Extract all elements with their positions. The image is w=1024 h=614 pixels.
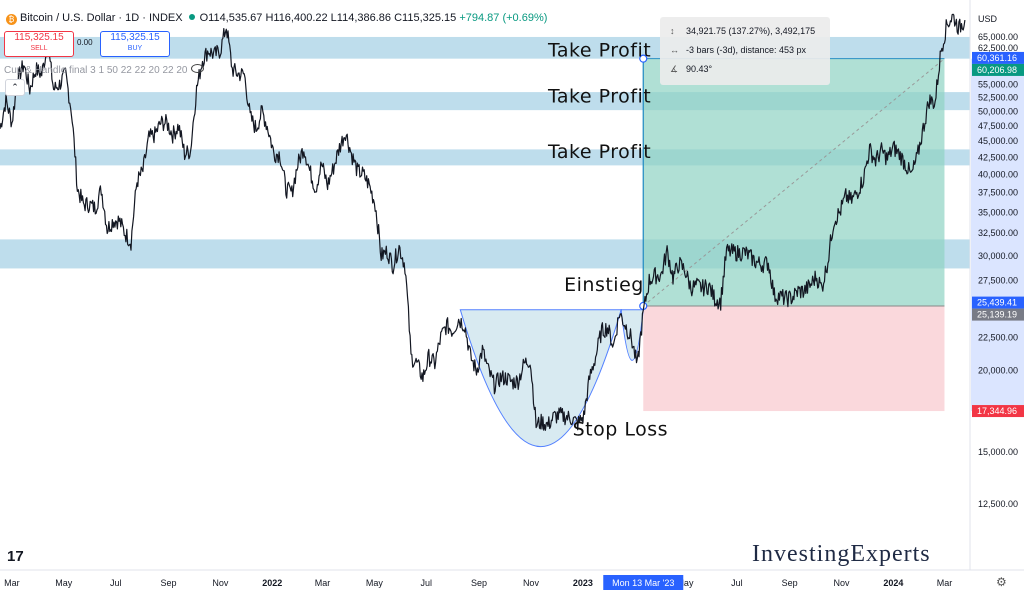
x-tick-label: Mar bbox=[4, 578, 20, 588]
bitcoin-icon: ₿ bbox=[6, 14, 17, 25]
measure-bars: -3 bars (-3d), distance: 453 px bbox=[686, 45, 807, 55]
measure-handle bbox=[639, 54, 648, 63]
symbol-title[interactable]: Bitcoin / U.S. Dollar · 1D · INDEX bbox=[20, 12, 183, 24]
y-tick-label: 12,500.00 bbox=[978, 499, 1018, 509]
axis-range-highlight bbox=[971, 58, 1024, 412]
stop-loss-zone bbox=[643, 305, 945, 412]
target-diagonal bbox=[642, 58, 945, 307]
indicator-label: Cup & Handle final 3 1 50 22 22 20 22 20 bbox=[4, 65, 188, 76]
measure-angle-row: ∡ 90.43° bbox=[670, 64, 712, 75]
bar-range-icon: ↔ bbox=[670, 45, 679, 55]
annotation-label: Einstieg bbox=[564, 274, 644, 296]
y-tick-label: 15,000.00 bbox=[978, 447, 1018, 457]
price-label: 25,439.41 bbox=[977, 298, 1017, 308]
brand-logo: InvestingExperts bbox=[752, 541, 931, 567]
price-label: 25,139.19 bbox=[977, 310, 1017, 320]
x-tick-label: May bbox=[55, 578, 73, 588]
y-tick-label: 45,000.00 bbox=[978, 136, 1018, 146]
x-tick-label: Mar bbox=[315, 578, 331, 588]
y-tick-label: 50,000.00 bbox=[978, 106, 1018, 116]
x-tick-label: Sep bbox=[471, 578, 487, 588]
buy-button[interactable]: 115,325.15 BUY bbox=[100, 31, 170, 57]
market-status-icon bbox=[188, 14, 195, 20]
x-tick-label: May bbox=[366, 578, 384, 588]
cup-pattern bbox=[459, 309, 622, 447]
x-tick-label: Jul bbox=[731, 578, 743, 588]
buy-label: BUY bbox=[127, 45, 143, 52]
buy-price: 115,325.15 bbox=[110, 32, 160, 43]
measure-angle: 90.43° bbox=[686, 64, 713, 74]
y-tick-label: 35,000.00 bbox=[978, 207, 1018, 217]
x-tick-label: 2022 bbox=[262, 578, 282, 588]
annotation-label: Take Profit bbox=[547, 141, 651, 163]
y-tick-label: 20,000.00 bbox=[978, 366, 1018, 376]
price-change: +794.87 (+0.69%) bbox=[459, 12, 548, 24]
sell-price: 115,325.15 bbox=[14, 32, 64, 43]
annotation-label: Take Profit bbox=[547, 39, 651, 61]
y-tick-label: 65,000.00 bbox=[978, 32, 1018, 42]
x-tick-label: 2024 bbox=[883, 578, 903, 588]
tradingview-logo[interactable]: 17 bbox=[7, 548, 24, 565]
x-tick-label: Jul bbox=[421, 578, 433, 588]
y-tick-label: 27,500.00 bbox=[978, 276, 1018, 286]
ohlc-values: O114,535.67 H116,400.22 L114,386.86 C115… bbox=[199, 12, 457, 24]
x-tick-label: 2023 bbox=[573, 578, 593, 588]
measure-price-range: 34,921.75 (137.27%), 3,492,175 bbox=[686, 26, 816, 36]
x-tick-label: Jul bbox=[110, 578, 122, 588]
x-tick-label: Mar bbox=[937, 578, 953, 588]
y-tick-label: 47,500.00 bbox=[978, 121, 1018, 131]
gear-icon[interactable]: ⚙ bbox=[996, 575, 1007, 589]
price-label: 60,206.98 bbox=[977, 65, 1017, 75]
symbol-header: ₿ Bitcoin / U.S. Dollar · 1D · INDEX O114,… bbox=[6, 12, 547, 25]
x-tick-label: Nov bbox=[212, 578, 229, 588]
y-tick-label: 52,500.00 bbox=[978, 92, 1018, 102]
price-label-bg bbox=[972, 308, 1024, 321]
measure-bars-row: ↔ -3 bars (-3d), distance: 453 px bbox=[670, 45, 806, 55]
y-tick-label: 55,000.00 bbox=[978, 79, 1018, 89]
x-tick-label: Sep bbox=[160, 578, 176, 588]
sell-label: SELL bbox=[30, 45, 48, 52]
measure-price-row: ↕ 34,921.75 (137.27%), 3,492,175 bbox=[670, 26, 815, 36]
price-label-bg bbox=[972, 51, 1024, 64]
annotation-label: Stop Loss bbox=[573, 419, 668, 441]
currency-label[interactable]: USD bbox=[978, 14, 998, 24]
annotation-label: Take Profit bbox=[547, 85, 651, 107]
price-range-icon: ↕ bbox=[670, 26, 675, 36]
cursor-date-label: Mon 13 Mar '23 bbox=[612, 578, 674, 588]
price-series bbox=[0, 13, 966, 431]
y-tick-label: 30,000.00 bbox=[978, 251, 1018, 261]
x-tick-label: Nov bbox=[523, 578, 540, 588]
y-tick-label: 42,500.00 bbox=[978, 152, 1018, 162]
y-tick-label: 32,500.00 bbox=[978, 228, 1018, 238]
sell-button[interactable]: 115,325.15 SELL bbox=[4, 31, 74, 57]
y-tick-label: 22,500.00 bbox=[978, 332, 1018, 342]
collapse-button[interactable]: ⌃ bbox=[5, 79, 25, 96]
measure-tooltip: ↕ 34,921.75 (137.27%), 3,492,175 ↔ -3 bars… bbox=[660, 17, 830, 85]
cursor-date-bg bbox=[603, 575, 684, 590]
y-tick-label: 37,500.00 bbox=[978, 188, 1018, 198]
y-tick-label: 62,500.00 bbox=[978, 43, 1018, 53]
spread-value: 0.00 bbox=[77, 38, 93, 47]
angle-icon: ∡ bbox=[670, 64, 679, 74]
price-label: 17,344.96 bbox=[977, 406, 1017, 416]
price-label-bg bbox=[972, 63, 1024, 76]
price-label-bg bbox=[972, 405, 1024, 418]
price-label: 60,361.16 bbox=[977, 53, 1017, 63]
indicator-legend[interactable]: Cup & Handle final 3 1 50 22 22 20 22 20 bbox=[4, 64, 205, 76]
x-tick-label: Sep bbox=[782, 578, 798, 588]
x-tick-label: May bbox=[676, 578, 694, 588]
price-label-bg bbox=[972, 296, 1024, 309]
x-tick-label: Nov bbox=[834, 578, 851, 588]
eye-icon[interactable] bbox=[191, 64, 205, 73]
y-tick-label: 40,000.00 bbox=[978, 169, 1018, 179]
